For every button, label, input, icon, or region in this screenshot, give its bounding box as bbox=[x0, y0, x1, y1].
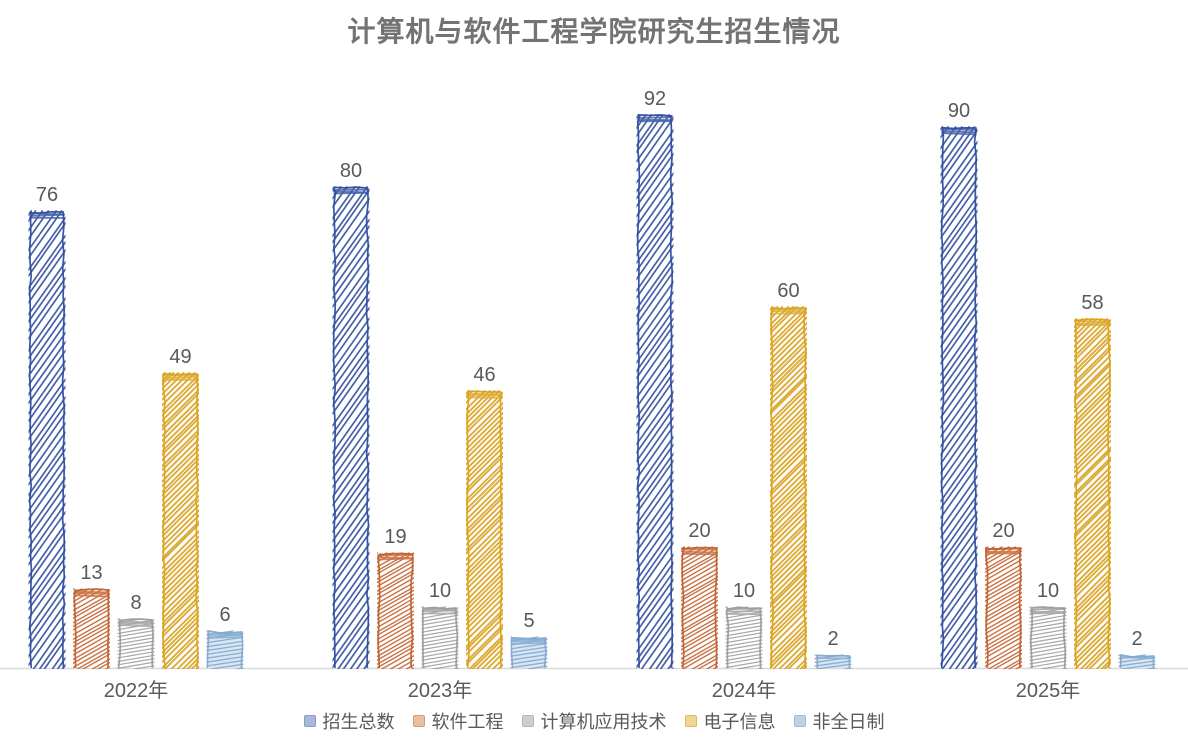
bar-4-2: 2 bbox=[814, 628, 852, 669]
bar-4-1: 5 bbox=[510, 610, 548, 669]
x-axis-label: 2023年 bbox=[407, 680, 473, 702]
value-label: 13 bbox=[80, 562, 102, 584]
value-label: 20 bbox=[992, 520, 1014, 542]
legend-swatch-icon bbox=[793, 715, 806, 727]
legend-item: 计算机应用技术 bbox=[521, 708, 667, 734]
value-label: 5 bbox=[523, 610, 534, 632]
x-axis-label: 2024年 bbox=[711, 680, 777, 702]
bar-0-2: 92 bbox=[636, 88, 674, 669]
bar-0-1: 80 bbox=[332, 160, 370, 669]
value-label: 92 bbox=[644, 88, 666, 110]
bar-0-3: 90 bbox=[940, 100, 978, 669]
bar-2-1: 10 bbox=[421, 580, 459, 669]
bar-1-1: 19 bbox=[377, 526, 414, 669]
legend-label: 电子信息 bbox=[703, 712, 776, 732]
bar-2-2: 10 bbox=[725, 580, 763, 669]
bar-1-0: 13 bbox=[73, 562, 110, 669]
value-label: 76 bbox=[36, 184, 58, 206]
value-label: 60 bbox=[777, 280, 799, 302]
legend-item: 非全日制 bbox=[793, 708, 885, 734]
legend-label: 软件工程 bbox=[431, 712, 504, 732]
value-label: 10 bbox=[733, 580, 755, 602]
value-label: 90 bbox=[948, 100, 970, 122]
bar-4-3: 2 bbox=[1118, 628, 1156, 669]
legend-swatch-icon bbox=[521, 715, 534, 727]
bar-2-0: 8 bbox=[117, 592, 155, 669]
value-label: 46 bbox=[473, 364, 495, 386]
bar-4-0: 6 bbox=[206, 604, 244, 669]
legend-item: 电子信息 bbox=[684, 708, 776, 734]
value-label: 2 bbox=[827, 628, 838, 650]
bar-3-3: 58 bbox=[1074, 292, 1111, 669]
x-axis-label: 2022年 bbox=[103, 680, 169, 702]
value-label: 10 bbox=[429, 580, 451, 602]
bar-3-2: 60 bbox=[770, 280, 807, 669]
legend-item: 招生总数 bbox=[303, 708, 395, 734]
value-label: 19 bbox=[384, 526, 406, 548]
legend: 招生总数 软件工程 计算机应用技术 电子信息 非全日制 bbox=[0, 708, 1188, 734]
legend-swatch-icon bbox=[412, 715, 425, 727]
x-axis-label: 2025年 bbox=[1015, 680, 1081, 702]
bar-2-3: 10 bbox=[1029, 580, 1067, 669]
value-label: 58 bbox=[1081, 292, 1103, 314]
legend-label: 招生总数 bbox=[322, 712, 395, 732]
legend-swatch-icon bbox=[303, 715, 316, 727]
value-label: 20 bbox=[688, 520, 710, 542]
legend-label: 计算机应用技术 bbox=[540, 712, 667, 732]
bar-0-0: 76 bbox=[28, 184, 66, 669]
bar-3-0: 49 bbox=[162, 346, 199, 669]
value-label: 6 bbox=[219, 604, 230, 626]
legend-swatch-icon bbox=[684, 715, 697, 727]
value-label: 8 bbox=[130, 592, 141, 614]
value-label: 49 bbox=[169, 346, 191, 368]
bar-3-1: 46 bbox=[466, 364, 503, 669]
legend-label: 非全日制 bbox=[812, 712, 885, 732]
bar-1-2: 20 bbox=[681, 520, 718, 669]
chart-title: 计算机与软件工程学院研究生招生情况 bbox=[347, 16, 841, 47]
value-label: 2 bbox=[1131, 628, 1142, 650]
value-label: 10 bbox=[1037, 580, 1059, 602]
legend-item: 软件工程 bbox=[412, 708, 504, 734]
value-label: 80 bbox=[340, 160, 362, 182]
bar-1-3: 20 bbox=[985, 520, 1022, 669]
